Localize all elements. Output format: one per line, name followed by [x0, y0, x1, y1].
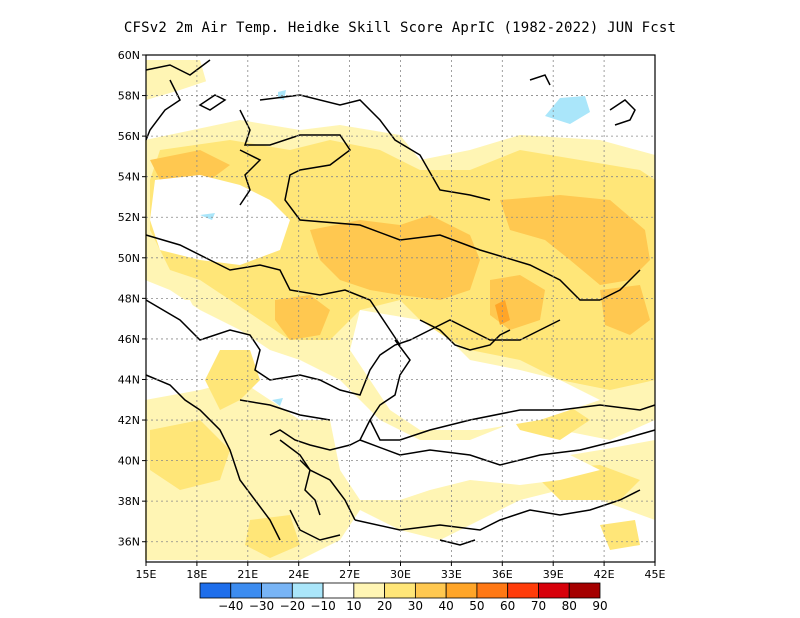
colorbar-swatch	[261, 582, 293, 599]
lon-tick-label: 45E	[645, 568, 666, 581]
colorbar-swatch	[414, 582, 447, 599]
lat-tick-label: 56N	[118, 130, 140, 143]
colorbar-swatch	[230, 582, 262, 599]
lat-tick-label: 46N	[118, 333, 140, 346]
lon-tick-label: 42E	[594, 568, 615, 581]
lat-tick-label: 52N	[118, 211, 140, 224]
lat-tick-label: 38N	[118, 495, 140, 508]
colorbar-label: 40	[439, 599, 454, 613]
lon-tick-label: 18E	[186, 568, 207, 581]
colorbar-label: 50	[469, 599, 484, 613]
lat-tick-label: 44N	[118, 373, 140, 386]
shading-white	[150, 60, 655, 500]
colorbar-swatch	[291, 582, 324, 599]
colorbar-label: 90	[592, 599, 607, 613]
colorbar-swatch	[199, 582, 232, 599]
colorbar-swatch	[384, 582, 416, 599]
colorbar-label: −10	[310, 599, 335, 613]
colorbar-label: 20	[377, 599, 392, 613]
colorbar-swatch	[568, 582, 601, 599]
colorbar-labels: −40 −30 −20 −10 10 20 30 40 50 60 70 80 90	[218, 599, 608, 613]
boundaries	[145, 59, 656, 546]
lon-tick-label: 33E	[441, 568, 462, 581]
skill-shading	[145, 60, 655, 560]
lat-tick-label: 60N	[118, 49, 140, 62]
lon-tick-label: 30E	[390, 568, 411, 581]
lon-tick-label: 27E	[339, 568, 360, 581]
colorbar-swatch	[445, 582, 478, 599]
colorbar-swatch	[538, 582, 570, 599]
colorbar-label: 30	[408, 599, 423, 613]
shading-minus-10	[200, 90, 590, 406]
lat-tick-label: 54N	[118, 171, 140, 184]
colorbar-swatch	[353, 582, 386, 599]
lat-tick-label: 50N	[118, 252, 140, 265]
shading-40-50	[495, 300, 510, 325]
colorbar-swatch	[322, 582, 355, 599]
colorbar-label: 70	[531, 599, 546, 613]
colorbar-label: −20	[280, 599, 305, 613]
lon-tick-label: 39E	[543, 568, 564, 581]
chart-title: CFSv2 2m Air Temp. Heidke Skill Score Ap…	[123, 20, 677, 36]
lat-tick-label: 48N	[118, 292, 140, 305]
colorbar-label: 80	[562, 599, 577, 613]
colorbar-label: −40	[218, 599, 243, 613]
lon-tick-label: 36E	[492, 568, 513, 581]
colorbar-swatch	[476, 582, 509, 599]
colorbar-label: −30	[249, 599, 274, 613]
colorbar	[199, 582, 601, 599]
lon-tick-label: 24E	[288, 568, 309, 581]
lat-tick-label: 42N	[118, 414, 140, 427]
lon-tick-label: 21E	[237, 568, 258, 581]
colorbar-swatch	[507, 582, 539, 599]
colorbar-label: 10	[346, 599, 361, 613]
lon-tick-labels: 15E 18E 21E 24E 27E 30E 33E 36E 39E 42E 45E	[136, 562, 666, 581]
lon-tick-label: 15E	[136, 568, 157, 581]
lat-tick-label: 58N	[118, 90, 140, 103]
colorbar-label: 60	[500, 599, 515, 613]
lat-tick-labels: 60N 58N 56N 54N 52N 50N 48N 46N 44N 42N 40N 38N 36N	[118, 49, 146, 549]
lat-tick-label: 40N	[118, 455, 140, 468]
lat-tick-label: 36N	[118, 536, 140, 549]
